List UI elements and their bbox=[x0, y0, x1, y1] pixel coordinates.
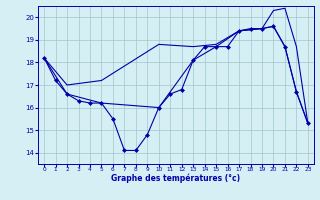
X-axis label: Graphe des températures (°c): Graphe des températures (°c) bbox=[111, 174, 241, 183]
